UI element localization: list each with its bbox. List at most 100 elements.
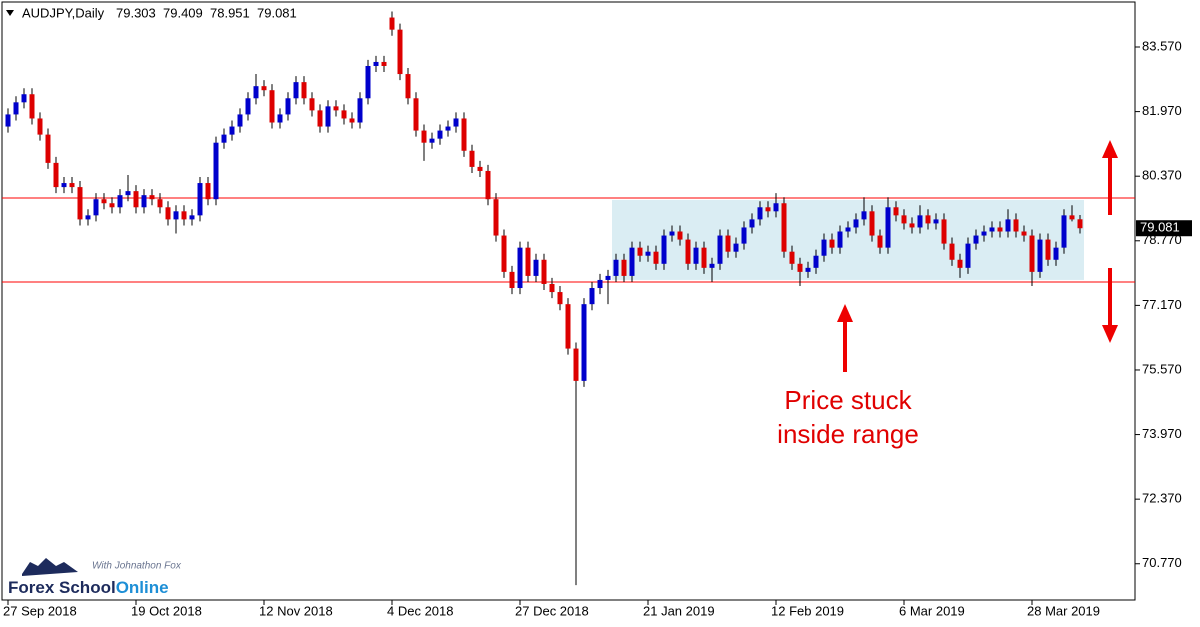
arrow-head bbox=[1102, 140, 1118, 158]
candle-body bbox=[333, 106, 339, 111]
candle-body bbox=[29, 94, 35, 119]
arrow-head bbox=[1102, 325, 1118, 343]
candle-body bbox=[453, 118, 459, 127]
arrow-head bbox=[837, 304, 853, 322]
candle-body bbox=[861, 211, 867, 220]
x-tick-label: 4 Dec 2018 bbox=[387, 603, 454, 618]
candle-body bbox=[949, 243, 955, 260]
candle-body bbox=[485, 170, 491, 200]
x-tick-label: 12 Feb 2019 bbox=[771, 603, 844, 618]
candle-body bbox=[693, 247, 699, 264]
candle-body bbox=[405, 74, 411, 99]
candle-body bbox=[125, 191, 131, 196]
candle-body bbox=[749, 219, 755, 228]
candle-body bbox=[877, 235, 883, 248]
y-tick-label: 83.570 bbox=[1142, 38, 1182, 53]
x-tick-label: 19 Oct 2018 bbox=[131, 603, 202, 618]
candle-body bbox=[237, 114, 243, 127]
candle-body bbox=[821, 239, 827, 256]
ohlc-low: 78.951 bbox=[210, 5, 250, 20]
candle-body bbox=[541, 259, 547, 284]
candle-body bbox=[213, 142, 219, 200]
price-marker bbox=[1136, 220, 1192, 237]
candle-body bbox=[501, 235, 507, 272]
candle-body bbox=[733, 243, 739, 252]
background-layer bbox=[2, 197, 1135, 283]
candle-body bbox=[77, 187, 83, 220]
candle-body bbox=[725, 235, 731, 252]
candle-body bbox=[885, 207, 891, 248]
candle-body bbox=[301, 82, 307, 99]
candle-body bbox=[413, 98, 419, 131]
candle-body bbox=[717, 235, 723, 264]
logo-name-main: Forex School bbox=[8, 578, 116, 597]
candle-body bbox=[661, 235, 667, 264]
annotation-line: inside range bbox=[777, 419, 919, 449]
x-tick-label: 27 Dec 2018 bbox=[515, 603, 589, 618]
candle-body bbox=[677, 231, 683, 240]
annotation-line: Price stuck bbox=[784, 385, 912, 415]
candle-body bbox=[581, 304, 587, 381]
candle-body bbox=[309, 98, 315, 111]
y-tick-label: 75.570 bbox=[1142, 361, 1182, 376]
candle-body bbox=[157, 199, 163, 208]
candle-body bbox=[445, 126, 451, 131]
candle-body bbox=[1045, 239, 1051, 260]
candle-body bbox=[53, 162, 59, 188]
candle-body bbox=[517, 247, 523, 289]
candle-body bbox=[669, 231, 675, 236]
candle-body bbox=[477, 166, 483, 171]
candle-body bbox=[997, 227, 1003, 232]
candle-body bbox=[797, 263, 803, 272]
menu-triangle bbox=[6, 10, 14, 16]
candle-body bbox=[149, 195, 155, 200]
candle-body bbox=[269, 90, 275, 123]
candle-body bbox=[805, 267, 811, 272]
candle-body bbox=[1077, 219, 1083, 229]
candle-body bbox=[349, 118, 355, 123]
candle-body bbox=[757, 207, 763, 220]
candle-body bbox=[365, 65, 371, 99]
candle-body bbox=[85, 215, 91, 220]
candle-body bbox=[165, 207, 171, 220]
candle-body bbox=[901, 215, 907, 224]
y-tick-label: 80.370 bbox=[1142, 168, 1182, 183]
candle-body bbox=[317, 110, 323, 127]
chart-title: AUDJPY,Daily bbox=[22, 5, 105, 20]
candle-body bbox=[765, 207, 771, 212]
range-box bbox=[612, 200, 1084, 280]
candle-body bbox=[37, 118, 43, 135]
candle-body bbox=[253, 86, 259, 99]
candle-body bbox=[837, 231, 843, 248]
candle-body bbox=[357, 98, 363, 123]
logo-tagline: With Johnathon Fox bbox=[92, 561, 182, 572]
y-tick-label: 73.970 bbox=[1142, 426, 1182, 441]
candle-body bbox=[597, 279, 603, 289]
candle-body bbox=[813, 255, 819, 268]
candle-body bbox=[1029, 235, 1035, 272]
candle-body bbox=[341, 110, 347, 119]
candle-body bbox=[229, 126, 235, 135]
candle-body bbox=[1053, 247, 1059, 260]
arrows bbox=[837, 140, 1118, 372]
candle-body bbox=[21, 94, 27, 103]
ohlc-high: 79.409 bbox=[163, 5, 203, 20]
candle-body bbox=[557, 292, 563, 305]
candle-body bbox=[621, 259, 627, 276]
x-tick-label: 28 Mar 2019 bbox=[1027, 603, 1100, 618]
candle-body bbox=[69, 183, 75, 188]
candle-body bbox=[285, 98, 291, 115]
candle-body bbox=[261, 86, 267, 91]
candle-body bbox=[397, 29, 403, 75]
candle-body bbox=[933, 219, 939, 224]
candle-body bbox=[101, 199, 107, 204]
price-marker-label: 79.081 bbox=[1140, 220, 1180, 235]
candle-body bbox=[701, 247, 707, 268]
candle-body bbox=[5, 114, 11, 127]
candle-body bbox=[917, 215, 923, 228]
candle-body bbox=[909, 223, 915, 228]
candle-body bbox=[637, 247, 643, 256]
candle-body bbox=[869, 211, 875, 236]
candle-body bbox=[197, 183, 203, 216]
